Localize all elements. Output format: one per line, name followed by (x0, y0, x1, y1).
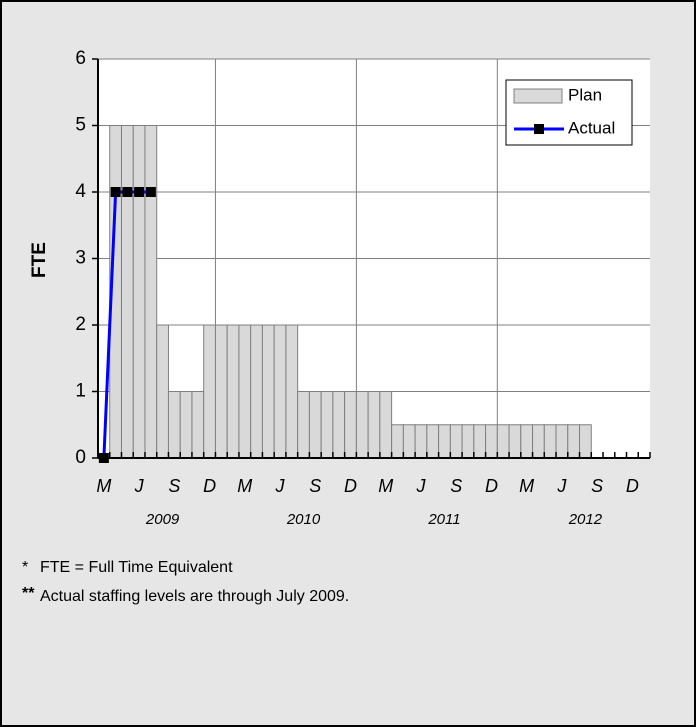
bar (543, 424, 557, 459)
y-tick-label: 1 (75, 381, 86, 402)
note-marker: ** (22, 585, 35, 602)
bar (226, 324, 240, 459)
marker (134, 187, 145, 197)
bar (297, 391, 310, 459)
bar (261, 324, 275, 459)
bar (144, 125, 158, 459)
bar (461, 424, 475, 459)
note-marker: * (22, 559, 28, 576)
bar (120, 125, 134, 459)
x-tick-label: M (378, 476, 393, 496)
year-label: 2011 (427, 511, 460, 528)
bar (203, 324, 216, 459)
marker (145, 187, 156, 197)
bar (179, 391, 193, 459)
bar (167, 391, 181, 459)
y-tick-label: 3 (75, 248, 86, 269)
bar (308, 391, 322, 459)
x-tick-label: D (485, 476, 498, 496)
year-label: 2010 (286, 511, 321, 528)
bar (156, 324, 169, 459)
x-tick-label: S (309, 476, 321, 496)
bar (250, 324, 263, 459)
bar (579, 424, 592, 459)
x-tick-label: D (626, 476, 639, 496)
marker (110, 187, 121, 197)
x-tick-label: J (415, 476, 426, 496)
note: FTE = Full Time Equivalent (40, 559, 233, 576)
y-tick-label: 0 (75, 447, 86, 468)
bar (402, 424, 416, 459)
x-tick-label: M (96, 476, 111, 496)
bar (344, 391, 357, 459)
bar (473, 424, 487, 459)
marker (122, 187, 133, 197)
x-tick-label: J (556, 476, 567, 496)
x-tick-label: J (275, 476, 286, 496)
x-tick-label: S (450, 476, 462, 496)
x-tick-label: M (237, 476, 252, 496)
x-tick-label: D (203, 476, 216, 496)
bar (485, 424, 498, 459)
bar (273, 324, 287, 459)
bar (238, 324, 252, 459)
bar (214, 324, 228, 459)
bar (132, 125, 146, 459)
legend-label: Plan (568, 85, 602, 104)
legend-swatch (513, 88, 563, 104)
note: Actual staffing levels are through July … (40, 588, 349, 605)
bar (449, 424, 463, 459)
bar (414, 424, 428, 459)
x-tick-label: J (134, 476, 145, 496)
y-tick-label: 6 (75, 48, 86, 69)
year-label: 2009 (145, 511, 180, 528)
bar (496, 424, 510, 459)
y-tick-label: 2 (75, 314, 86, 335)
bar (391, 424, 404, 459)
legend-label: Actual (568, 118, 615, 137)
bar (520, 424, 534, 459)
y-axis-label: FTE (29, 242, 50, 278)
bar (567, 424, 581, 459)
bar (367, 391, 381, 459)
bar (332, 391, 346, 459)
x-tick-label: S (591, 476, 603, 496)
bar (426, 424, 440, 459)
bar (532, 424, 545, 459)
bar (285, 324, 299, 459)
y-tick-label: 5 (75, 115, 86, 136)
bar (191, 391, 205, 459)
bar (355, 391, 369, 459)
bar (320, 391, 334, 459)
bar (555, 424, 569, 459)
bar (379, 391, 393, 459)
bar (508, 424, 522, 459)
x-tick-label: S (168, 476, 180, 496)
x-tick-label: M (519, 476, 534, 496)
legend-marker (534, 124, 544, 134)
year-label: 2012 (568, 511, 603, 528)
bar (438, 424, 451, 459)
x-tick-label: D (344, 476, 357, 496)
y-tick-label: 4 (75, 181, 86, 202)
